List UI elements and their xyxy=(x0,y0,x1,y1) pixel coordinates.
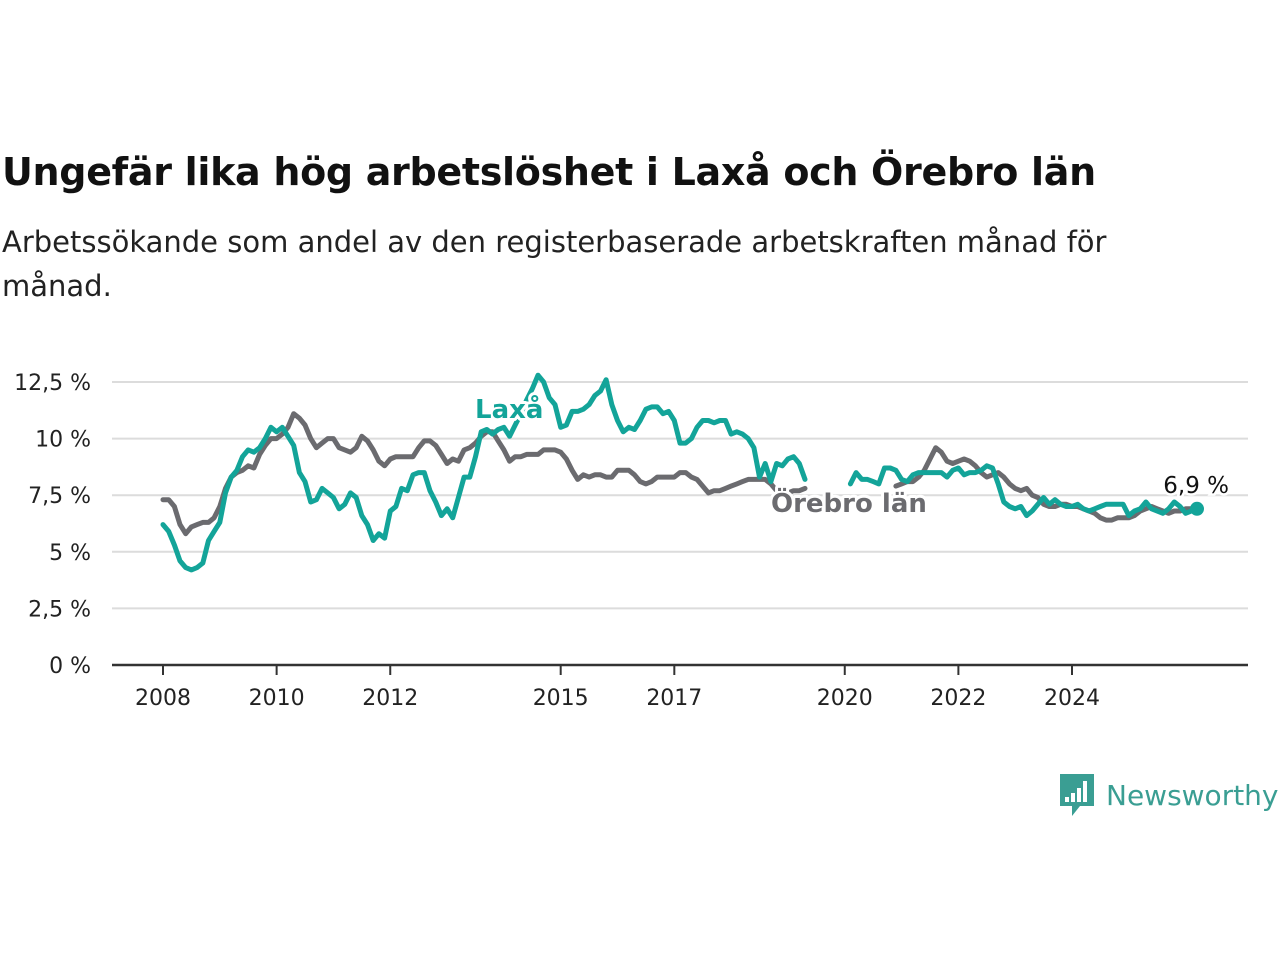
x-tick-label: 2022 xyxy=(930,686,986,711)
y-axis-labels: 0 % 2,5 % 5 % 7,5 % 10 % 12,5 % xyxy=(14,371,91,679)
x-tick-label: 2017 xyxy=(646,686,702,711)
chart-title: Ungefär lika hög arbetslöshet i Laxå och… xyxy=(2,150,1096,194)
series-line-laxa xyxy=(160,372,1200,573)
chart-subtitle: Arbetssökande som andel av den registerb… xyxy=(2,225,1107,303)
series-labels: Laxå Örebro län 6,9 % xyxy=(472,390,1232,522)
x-tick-label: 2020 xyxy=(817,686,873,711)
x-tick-label: 2010 xyxy=(249,686,305,711)
series-label-orebro-lan: Örebro län xyxy=(771,486,927,519)
y-tick-label: 7,5 % xyxy=(28,484,91,509)
x-tick-label: 2024 xyxy=(1044,686,1100,711)
y-tick-label: 12,5 % xyxy=(14,371,91,396)
y-tick-label: 2,5 % xyxy=(28,597,91,622)
series-label-laxa: Laxå xyxy=(475,393,543,425)
y-tick-label: 10 % xyxy=(35,428,91,453)
series-line-orebro-lan xyxy=(160,411,1200,537)
series-lines xyxy=(160,372,1200,573)
newsworthy-logo: Newsworthy xyxy=(1058,772,1279,818)
end-point-marker xyxy=(1190,501,1204,516)
y-gridlines xyxy=(112,381,1248,610)
brand-name: Newsworthy xyxy=(1106,778,1279,812)
x-axis: 2008 2010 2012 2015 2017 2020 2022 2024 xyxy=(112,663,1248,711)
y-tick-label: 5 % xyxy=(49,541,91,566)
newsworthy-logo-icon xyxy=(1060,774,1094,816)
x-tick-label: 2015 xyxy=(533,686,589,711)
end-value-label: 6,9 % xyxy=(1163,473,1229,499)
x-tick-label: 2012 xyxy=(362,686,418,711)
x-tick-label: 2008 xyxy=(135,686,191,711)
y-tick-label: 0 % xyxy=(49,654,91,679)
